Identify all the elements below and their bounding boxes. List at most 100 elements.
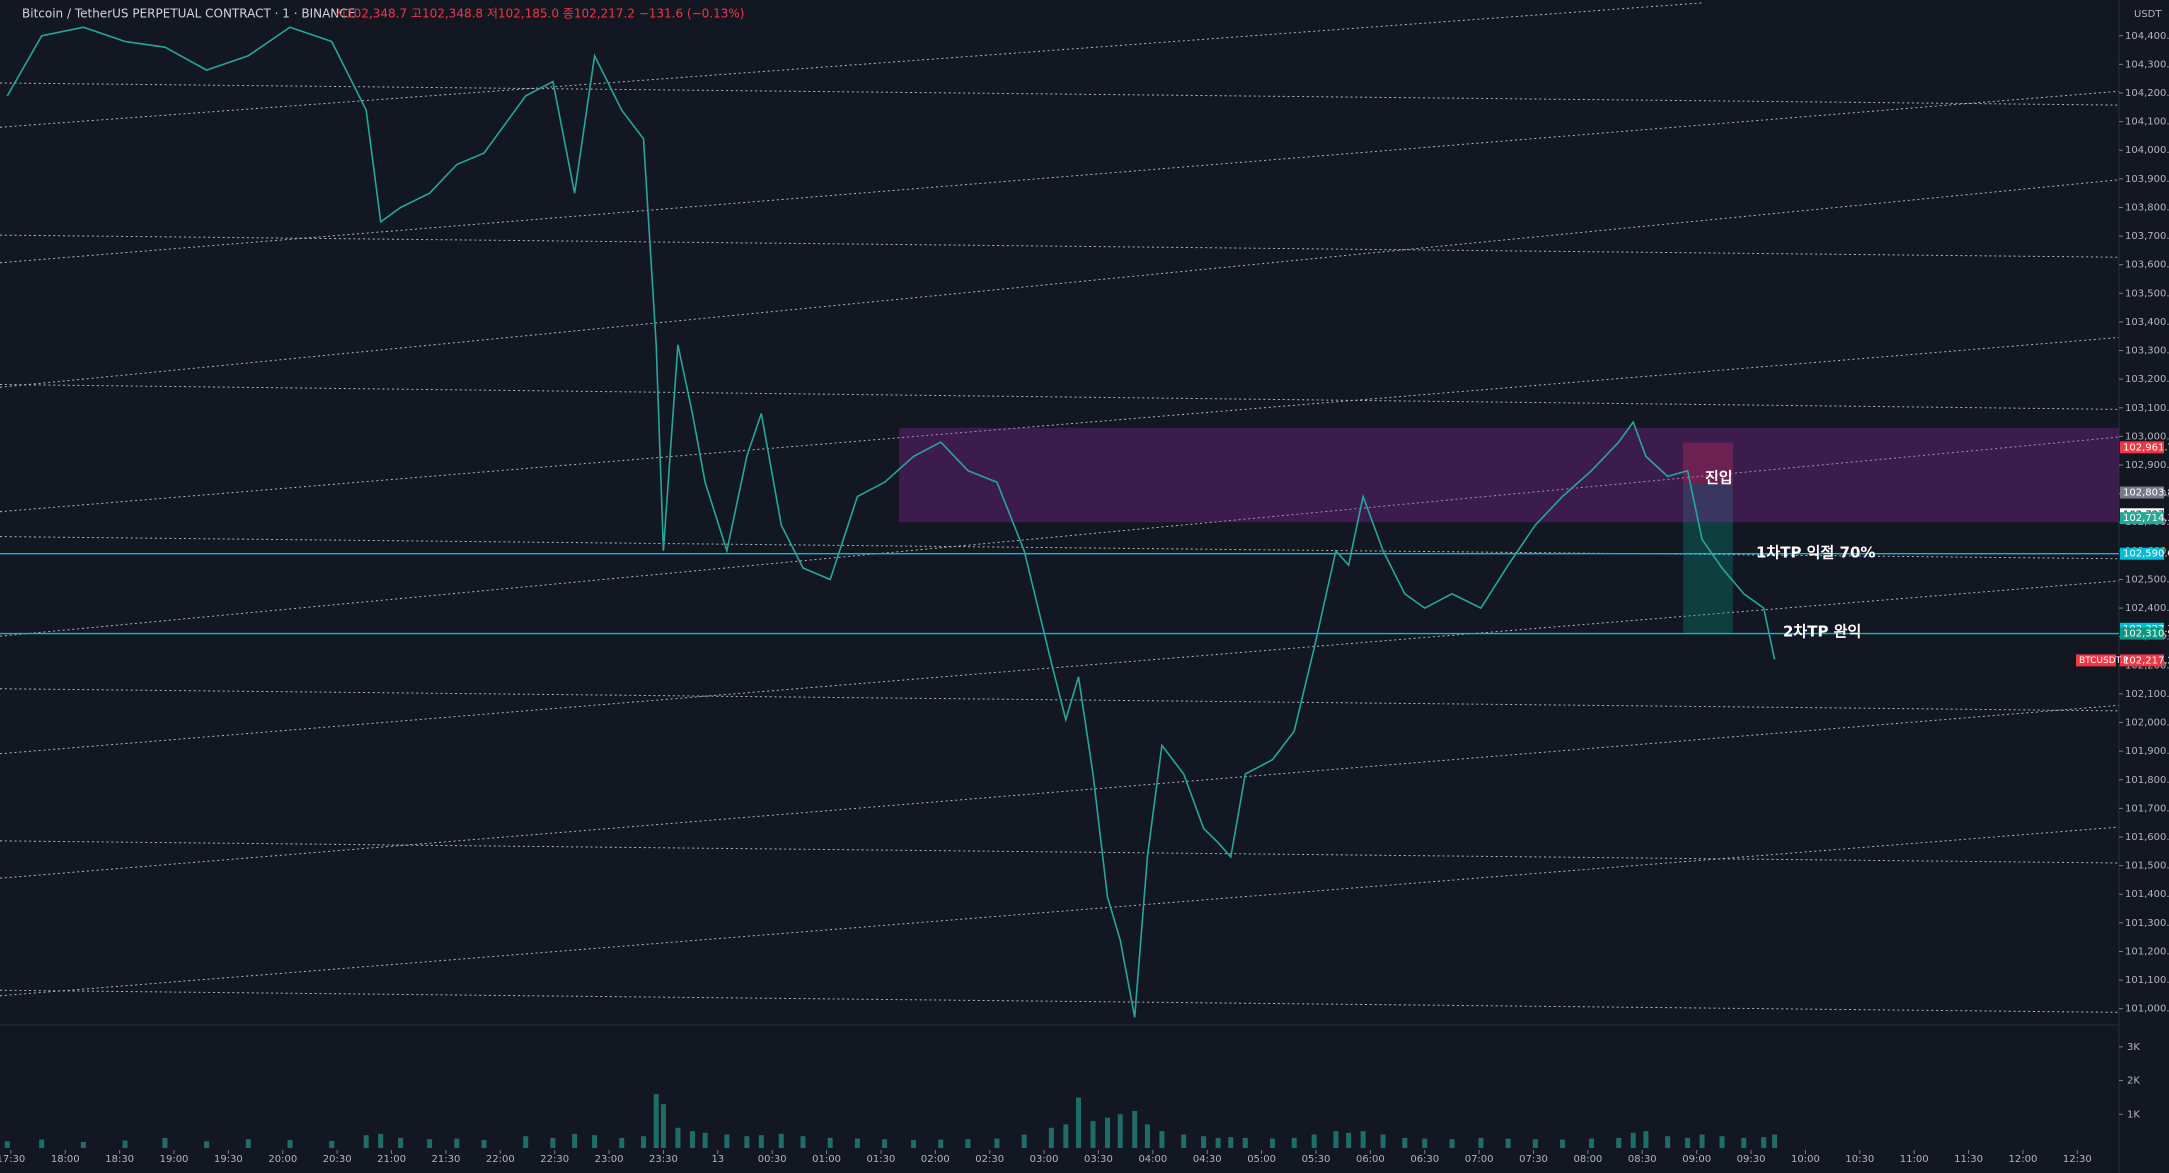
x-tick-label: 04:00 [1138, 1154, 1167, 1165]
volume-tick-label: 2K [2127, 1076, 2140, 1087]
volume-tick-label: 3K [2127, 1042, 2140, 1053]
volume-bar [938, 1139, 944, 1148]
x-tick-label: 00:30 [758, 1154, 787, 1165]
x-tick-label: 11:00 [1900, 1154, 1929, 1165]
volume-bar [800, 1136, 806, 1148]
x-tick-label: 18:00 [51, 1154, 80, 1165]
x-tick-label: 07:30 [1519, 1154, 1548, 1165]
volume-bar [454, 1138, 460, 1148]
x-tick-label: 18:30 [105, 1154, 134, 1165]
volume-bar [1616, 1137, 1622, 1148]
y-tick-label: 102,500.0 [2125, 574, 2169, 585]
currency: USDT [2134, 9, 2162, 20]
x-tick-label: 23:30 [649, 1154, 678, 1165]
volume-bar [1402, 1137, 1408, 1148]
y-tick-label: 104,300.0 [2125, 59, 2169, 70]
volume-bar [1144, 1124, 1150, 1148]
price-tag-label: 102,961.7 [2123, 442, 2169, 453]
volume-bar [1360, 1131, 1366, 1148]
volume-bar [1505, 1138, 1511, 1148]
x-tick-label: 05:00 [1247, 1154, 1276, 1165]
volume-bar [523, 1136, 529, 1148]
x-tick-label: 20:30 [323, 1154, 352, 1165]
volume-bar [1699, 1134, 1705, 1148]
volume-bar [572, 1133, 578, 1148]
x-tick-label: 21:30 [432, 1154, 461, 1165]
x-tick-label: 11:30 [1954, 1154, 1983, 1165]
x-tick-label: 08:00 [1573, 1154, 1602, 1165]
volume-bar [675, 1127, 681, 1148]
y-tick-label: 101,700.0 [2125, 803, 2169, 814]
volume-bar [39, 1139, 45, 1148]
price-tag-label: 102,310.9 [2123, 629, 2169, 640]
volume-bar [1380, 1134, 1386, 1148]
volume-bar [427, 1139, 433, 1148]
volume-bar [1560, 1139, 1566, 1148]
y-tick-label: 102,400.0 [2125, 603, 2169, 614]
volume-bar [1422, 1138, 1428, 1148]
volume-bar [1333, 1131, 1339, 1148]
y-tick-label: 103,200.0 [2125, 374, 2169, 385]
price-tag [2120, 512, 2164, 525]
y-tick-label: 104,000.0 [2125, 145, 2169, 156]
y-tick-label: 103,400.0 [2125, 317, 2169, 328]
y-tick-label: 101,400.0 [2125, 889, 2169, 900]
volume-bar [4, 1141, 10, 1148]
annotation: 진입 [1705, 469, 1733, 487]
volume-bar [329, 1140, 335, 1148]
volume-bar [1589, 1138, 1595, 1148]
x-tick-label: 02:30 [975, 1154, 1004, 1165]
volume-bar [1346, 1132, 1352, 1148]
x-tick-label: 13 [711, 1154, 724, 1165]
x-tick-label: 03:00 [1030, 1154, 1059, 1165]
volume-bar [550, 1137, 556, 1148]
x-tick-label: 09:00 [1682, 1154, 1711, 1165]
volume-bar [1741, 1137, 1747, 1148]
x-tick-label: 17:30 [0, 1154, 25, 1165]
x-tick-label: 05:30 [1302, 1154, 1331, 1165]
annotation: 1차TP 익절 70% [1756, 544, 1875, 562]
x-tick-label: 01:00 [812, 1154, 841, 1165]
symbol-tag [2076, 654, 2116, 667]
volume-bar [758, 1135, 764, 1148]
volume-bar [744, 1136, 750, 1148]
volume-bar [689, 1131, 695, 1148]
x-tick-label: 04:30 [1193, 1154, 1222, 1165]
volume-bar [724, 1134, 730, 1148]
volume-bar [1291, 1137, 1297, 1148]
volume-bar [1478, 1137, 1484, 1148]
x-tick-label: 09:30 [1737, 1154, 1766, 1165]
price-tag [2120, 441, 2164, 454]
y-tick-label: 102,000.0 [2125, 718, 2169, 729]
volume-bar [1076, 1097, 1082, 1148]
volume-bar [1228, 1137, 1234, 1148]
volume-bar [1242, 1137, 1248, 1148]
x-tick-label: 22:30 [540, 1154, 569, 1165]
volume-bar [994, 1138, 1000, 1148]
volume-bar [1117, 1114, 1123, 1148]
y-tick-label: 101,100.0 [2125, 975, 2169, 986]
volume-bar [640, 1136, 646, 1148]
volume-bar [619, 1137, 625, 1148]
volume-bar [660, 1104, 666, 1148]
volume-bar [1719, 1136, 1725, 1148]
volume-bar [854, 1138, 860, 1148]
y-tick-label: 103,300.0 [2125, 346, 2169, 357]
ohlc: 시102,348.7 고102,348.8 저102,185.0 종102,21… [335, 7, 744, 21]
y-tick-label: 101,900.0 [2125, 746, 2169, 757]
y-tick-label: 102,900.0 [2125, 460, 2169, 471]
volume-bar [1643, 1131, 1649, 1148]
volume-bar [80, 1141, 86, 1148]
price-tag-label: 102,217.2 [2123, 655, 2169, 666]
volume-bar [1685, 1137, 1691, 1148]
volume-bar [245, 1139, 251, 1148]
y-tick-label: 103,500.0 [2125, 288, 2169, 299]
x-tick-label: 06:30 [1410, 1154, 1439, 1165]
volume-bar [122, 1140, 128, 1148]
volume-bar [653, 1094, 659, 1148]
y-tick-label: 103,600.0 [2125, 260, 2169, 271]
y-tick-label: 101,300.0 [2125, 918, 2169, 929]
